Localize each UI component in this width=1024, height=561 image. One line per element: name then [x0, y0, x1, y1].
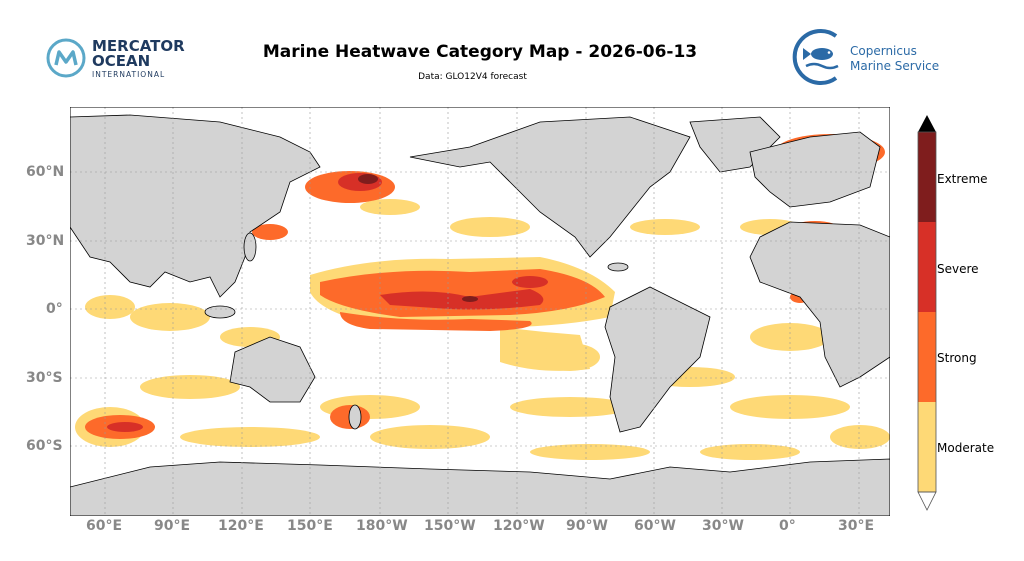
lat-tick-30n: 30°N: [26, 233, 65, 249]
colorbar-extreme: [918, 132, 936, 222]
mercator-word-2: OCEAN: [92, 52, 151, 70]
map-subtitle: Data: GLO12V4 forecast: [418, 72, 527, 82]
lon-tick-30w: 30°W: [702, 518, 744, 534]
lon-tick-120e: 120°E: [218, 518, 264, 534]
copernicus-word-2: Marine Service: [850, 59, 940, 73]
australia: [229, 336, 316, 403]
caribbean: [607, 262, 629, 272]
copernicus-word-1: Copernicus: [850, 44, 917, 58]
heatwave-patches: [70, 127, 890, 460]
lon-tick-60w: 60°W: [634, 518, 676, 534]
mercator-word-1: MERCATOR: [92, 37, 185, 55]
legend-extreme: Extreme: [937, 172, 988, 186]
africa: [749, 221, 890, 388]
legend-strong: Strong: [937, 351, 977, 365]
eurasia-asia: [70, 114, 321, 298]
lon-tick-90w: 90°W: [566, 518, 608, 534]
lat-tick-60s: 60°S: [26, 438, 63, 454]
heatwave-map: [70, 107, 890, 516]
lon-tick-180w: 180°W: [356, 518, 408, 534]
lon-tick-60e: 60°E: [86, 518, 123, 534]
lon-tick-120w: 120°W: [493, 518, 545, 534]
colorbar-moderate: [918, 402, 936, 492]
new-zealand: [348, 404, 362, 430]
copernicus-fish-icon: [792, 29, 839, 85]
colorbar-extend-bottom: [917, 491, 937, 511]
lat-tick-0: 0°: [46, 301, 63, 317]
lon-tick-90e: 90°E: [154, 518, 191, 534]
lon-tick-150w: 150°W: [424, 518, 476, 534]
indonesia: [204, 305, 236, 319]
land-masses: [70, 114, 890, 516]
lon-tick-150e: 150°E: [287, 518, 333, 534]
south-america: [604, 286, 711, 433]
mercator-logo: MERCATOR OCEAN INTERNATIONAL: [46, 38, 206, 82]
mercator-word-3: INTERNATIONAL: [92, 70, 166, 79]
lon-tick-30e: 30°E: [838, 518, 875, 534]
legend-severe: Severe: [937, 262, 979, 276]
colorbar-strong: [918, 312, 936, 402]
copernicus-logo: Copernicus Marine Service: [792, 28, 952, 88]
map-title: Marine Heatwave Category Map - 2026-06-1…: [262, 42, 698, 62]
lat-tick-30s: 30°S: [26, 370, 63, 386]
mercator-m-icon: [46, 38, 86, 78]
europe: [749, 131, 881, 208]
japan: [243, 232, 257, 262]
gridlines: [70, 107, 890, 516]
legend-moderate: Moderate: [937, 441, 995, 455]
lat-tick-60n: 60°N: [26, 164, 65, 180]
colorbar: [917, 115, 937, 511]
lon-tick-0: 0°: [779, 518, 796, 534]
colorbar-extend-top: [918, 115, 936, 132]
colorbar-severe: [918, 222, 936, 312]
antarctica: [70, 458, 890, 516]
